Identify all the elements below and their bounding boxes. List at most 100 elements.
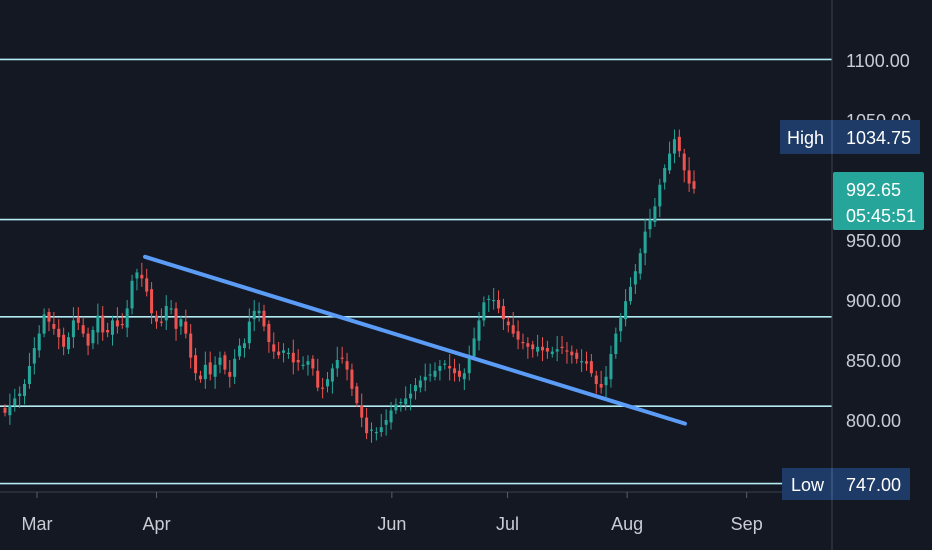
candle[interactable] [672, 129, 676, 164]
candle[interactable] [252, 300, 256, 332]
candle[interactable] [589, 354, 593, 377]
candle[interactable] [247, 308, 251, 350]
candle[interactable] [23, 379, 27, 405]
candle[interactable] [614, 327, 618, 359]
candle[interactable] [492, 288, 496, 310]
candle[interactable] [658, 178, 662, 218]
candle[interactable] [37, 325, 41, 358]
candle[interactable] [76, 307, 80, 330]
candle[interactable] [145, 268, 149, 297]
candle[interactable] [262, 304, 266, 332]
candle[interactable] [3, 404, 7, 417]
candle[interactable] [135, 268, 139, 291]
candle[interactable] [438, 360, 442, 381]
candle[interactable] [413, 378, 417, 400]
candle[interactable] [541, 337, 545, 362]
candle[interactable] [389, 402, 393, 430]
candle[interactable] [213, 356, 217, 389]
candle[interactable] [663, 164, 667, 190]
candle[interactable] [86, 327, 90, 356]
candle[interactable] [154, 310, 158, 329]
candle[interactable] [555, 336, 559, 362]
candle[interactable] [125, 300, 129, 338]
candle[interactable] [399, 398, 403, 412]
candle[interactable] [57, 319, 61, 350]
candle[interactable] [580, 349, 584, 372]
candle[interactable] [682, 148, 686, 183]
candle[interactable] [404, 386, 408, 411]
candle[interactable] [536, 334, 540, 357]
candle[interactable] [47, 308, 51, 332]
candle[interactable] [628, 277, 632, 305]
candle[interactable] [267, 320, 271, 353]
candle[interactable] [238, 338, 242, 360]
candle[interactable] [394, 398, 398, 414]
candle[interactable] [13, 388, 17, 412]
candle[interactable] [369, 422, 374, 443]
candle[interactable] [223, 351, 227, 375]
candle[interactable] [531, 340, 535, 358]
candle[interactable] [321, 378, 325, 399]
candle[interactable] [169, 300, 173, 315]
candle[interactable] [106, 322, 110, 338]
candle[interactable] [443, 360, 447, 370]
candle[interactable] [233, 349, 237, 384]
candle[interactable] [62, 327, 66, 356]
candle[interactable] [291, 339, 295, 375]
candle[interactable] [184, 309, 188, 339]
candle[interactable] [482, 296, 486, 327]
candle[interactable] [565, 342, 569, 364]
candle[interactable] [110, 315, 115, 346]
candle[interactable] [96, 303, 100, 345]
candle[interactable] [159, 308, 163, 327]
candle[interactable] [374, 427, 378, 441]
candle[interactable] [272, 332, 276, 359]
candle[interactable] [71, 307, 75, 348]
candle[interactable] [242, 338, 246, 358]
candle[interactable] [208, 351, 212, 381]
candle[interactable] [409, 384, 413, 411]
candle[interactable] [340, 346, 344, 364]
candle[interactable] [101, 306, 105, 341]
candle[interactable] [501, 298, 505, 330]
candle[interactable] [624, 289, 628, 327]
candle[interactable] [27, 352, 31, 389]
candle[interactable] [653, 198, 657, 227]
candle[interactable] [257, 302, 261, 322]
candle[interactable] [599, 370, 603, 394]
candle[interactable] [379, 414, 383, 437]
candle[interactable] [32, 337, 36, 375]
candle[interactable] [286, 348, 290, 359]
candle[interactable] [355, 382, 359, 407]
candle[interactable] [570, 345, 574, 364]
candle[interactable] [467, 345, 471, 381]
candle[interactable] [472, 327, 476, 360]
candle[interactable] [91, 326, 95, 350]
candle[interactable] [648, 208, 652, 238]
candle[interactable] [345, 352, 349, 381]
candle[interactable] [477, 312, 481, 351]
candle[interactable] [418, 375, 422, 393]
candle[interactable] [277, 342, 281, 359]
trendline[interactable] [142, 254, 687, 426]
candle[interactable] [384, 409, 388, 436]
candle[interactable] [42, 308, 46, 338]
candle[interactable] [521, 333, 525, 350]
candle[interactable] [643, 218, 647, 266]
candle[interactable] [365, 408, 369, 440]
candle[interactable] [311, 355, 315, 376]
candle[interactable] [550, 346, 554, 358]
candle[interactable] [423, 363, 427, 392]
candle[interactable] [67, 332, 71, 354]
candle[interactable] [687, 157, 691, 192]
candle[interactable] [115, 307, 119, 334]
candle[interactable] [179, 315, 183, 335]
candle[interactable] [609, 345, 613, 388]
candle[interactable] [428, 363, 432, 382]
candle[interactable] [633, 264, 637, 294]
candle[interactable] [203, 351, 207, 389]
candle[interactable] [448, 354, 452, 381]
candle[interactable] [516, 320, 520, 350]
candle[interactable] [316, 358, 320, 392]
